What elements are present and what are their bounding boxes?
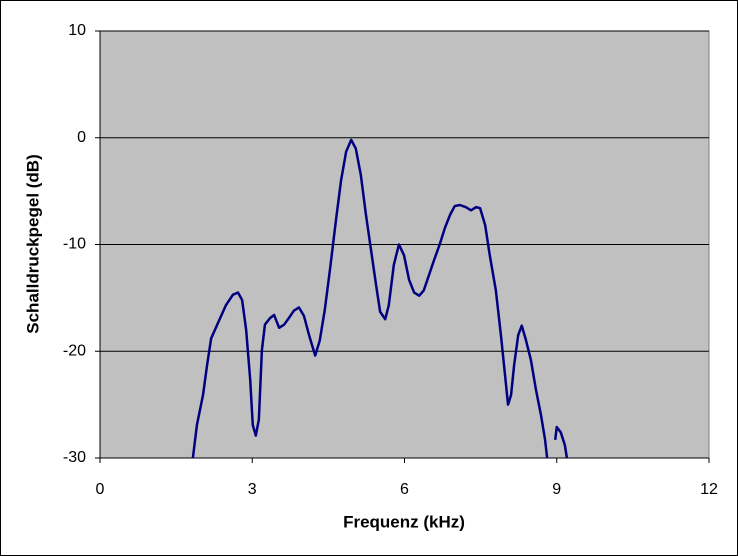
x-tick-label: 0 <box>96 481 105 498</box>
y-axis-label: Schalldruckpegel (dB) <box>23 154 42 333</box>
x-axis-label: Frequenz (kHz) <box>343 512 465 531</box>
y-tick-label: -10 <box>63 236 86 253</box>
y-tick-label: -30 <box>63 449 86 466</box>
x-tick-label: 6 <box>400 481 409 498</box>
y-tick-label: 10 <box>68 22 86 39</box>
x-tick-label: 9 <box>552 481 561 498</box>
data-line <box>191 138 569 459</box>
y-tick-label: 0 <box>77 129 86 146</box>
x-tick-label: 3 <box>248 481 257 498</box>
y-tick-label: -20 <box>63 342 86 359</box>
x-tick-label: 12 <box>700 481 718 498</box>
